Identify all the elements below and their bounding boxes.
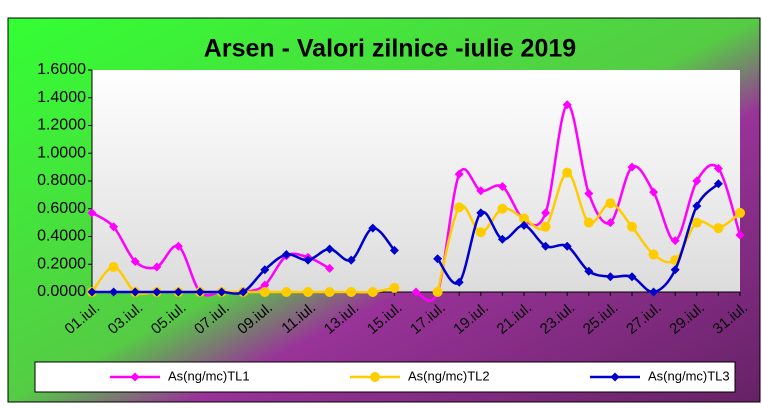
point [281,250,291,260]
legend-label: As(ng/mc)TL2 [408,368,490,383]
y-tick-label: 1.4000 [37,89,86,106]
point [325,263,335,273]
point [173,241,183,251]
point [605,218,615,228]
point [303,287,313,297]
point [713,223,724,234]
legend-marker [370,372,380,382]
point [541,241,551,251]
point [519,220,529,230]
point [368,223,378,233]
point [497,182,507,192]
point [324,287,335,297]
point [108,262,119,273]
point [562,100,572,110]
point [735,230,745,240]
point [692,176,702,186]
point [130,256,140,266]
y-tick-label: 0.0000 [37,283,86,300]
point [605,272,615,282]
chart-title: Arsen - Valori zilnice -iulie 2019 [204,35,576,63]
point [713,164,723,174]
y-tick-label: 1.0000 [37,144,86,161]
point [281,287,292,297]
point [238,287,248,297]
point [454,169,464,179]
point [605,198,616,209]
point [454,202,465,213]
point [476,208,486,218]
point [346,287,357,297]
point [389,245,399,255]
point [692,201,702,211]
point [475,227,486,238]
point [411,287,421,297]
point [152,262,162,272]
point [584,266,594,276]
point [260,280,270,290]
legend-label: As(ng/mc)TL1 [168,368,250,383]
point [649,187,659,197]
point [195,287,205,297]
y-tick-label: 1.6000 [37,61,86,78]
point [87,208,97,218]
point [152,287,162,297]
point [627,272,637,282]
point [562,167,573,178]
legend-label: As(ng/mc)TL3 [648,368,730,383]
point [476,186,486,196]
point [649,287,659,297]
y-tick-label: 0.2000 [37,255,86,272]
point [346,255,356,265]
y-tick-label: 0.8000 [37,172,86,189]
point [670,265,680,275]
point [109,222,119,232]
point [627,221,637,232]
point [454,277,464,287]
point [497,234,507,244]
point [217,287,227,297]
point [87,287,97,297]
point [130,287,140,297]
point [367,287,378,297]
point [713,179,723,189]
series-line [415,103,742,302]
plot-area [92,70,740,292]
point [583,217,594,228]
point [325,244,335,254]
point [519,213,529,224]
y-tick-label: 0.4000 [37,228,86,245]
y-tick-label: 0.6000 [37,200,86,217]
point [540,221,551,232]
legend-marker [130,372,140,382]
point [173,287,183,297]
point [260,265,270,275]
y-tick-label: 1.2000 [37,117,86,134]
point [648,249,659,260]
legend-marker [610,372,620,382]
point [433,254,443,264]
point [109,287,119,297]
point [584,188,594,198]
point [389,282,400,293]
point [627,162,637,172]
point [497,203,508,214]
point [562,241,572,251]
point [541,208,551,218]
point [432,287,443,297]
point [303,255,313,265]
point [691,217,702,228]
point [735,207,745,218]
point [670,236,680,246]
point [259,287,270,297]
